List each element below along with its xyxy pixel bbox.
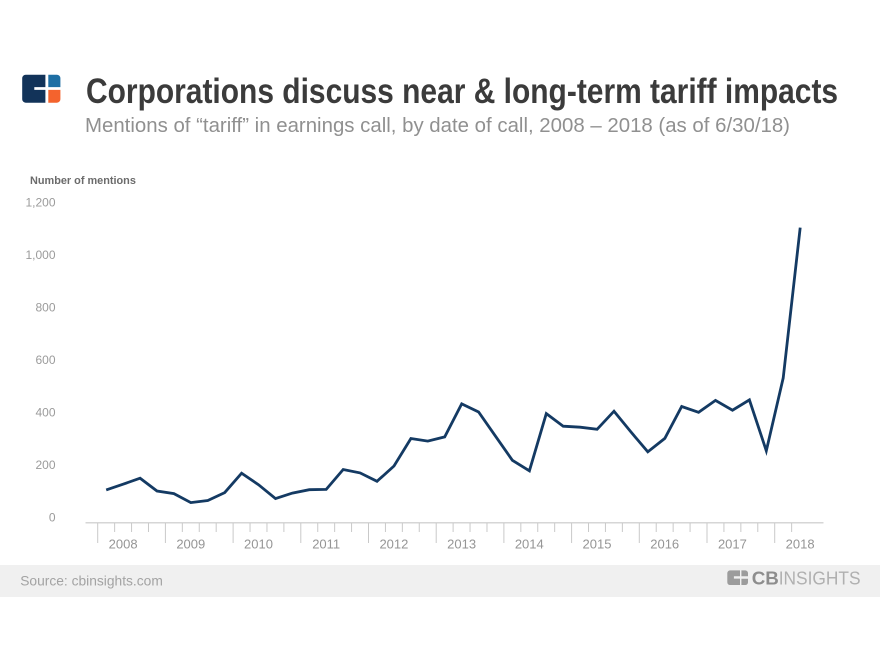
svg-text:1,000: 1,000	[25, 248, 55, 262]
svg-text:2017: 2017	[718, 537, 747, 552]
svg-text:2018: 2018	[786, 537, 815, 552]
svg-text:2011: 2011	[312, 537, 340, 552]
svg-text:2015: 2015	[583, 537, 612, 552]
svg-text:Number of mentions: Number of mentions	[30, 175, 136, 187]
svg-text:600: 600	[35, 353, 55, 367]
svg-text:2016: 2016	[650, 537, 679, 552]
svg-text:2014: 2014	[515, 537, 544, 552]
svg-text:1,200: 1,200	[25, 195, 55, 209]
svg-text:0: 0	[49, 510, 56, 524]
svg-text:Source: cbinsights.com: Source: cbinsights.com	[20, 574, 163, 589]
svg-text:2008: 2008	[109, 537, 138, 552]
svg-text:2013: 2013	[447, 537, 476, 552]
svg-text:800: 800	[35, 300, 55, 314]
svg-text:200: 200	[35, 458, 55, 472]
svg-text:400: 400	[35, 405, 55, 419]
svg-text:2009: 2009	[176, 537, 205, 552]
svg-text:INSIGHTS: INSIGHTS	[779, 568, 861, 589]
svg-text:2012: 2012	[379, 537, 408, 552]
svg-text:CB: CB	[752, 568, 779, 589]
svg-text:2010: 2010	[244, 537, 273, 552]
